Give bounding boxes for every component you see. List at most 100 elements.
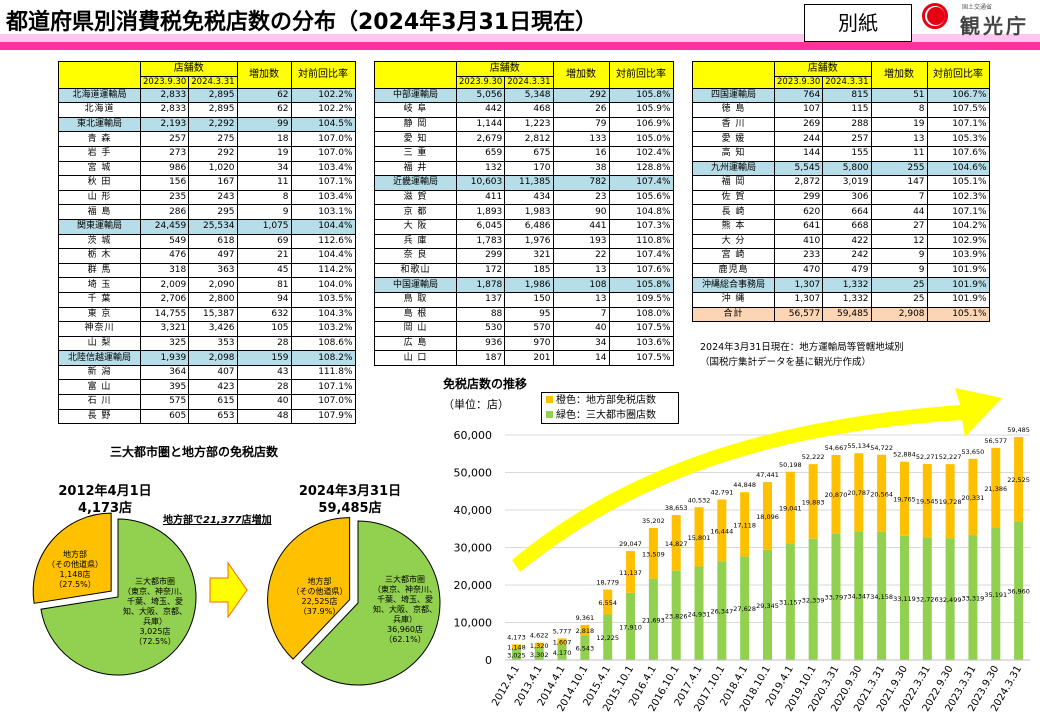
pie-label-line: 兵庫） xyxy=(393,615,417,624)
table-row: 鹿児島 470 479 9 101.9% xyxy=(692,262,990,279)
header-date-b: 2024.3.31 xyxy=(504,75,554,89)
count-2024-3-31: 201 xyxy=(504,350,554,366)
legend-item-regional: 橙色：地方部免税店数 xyxy=(546,393,678,408)
bar-regional xyxy=(580,624,590,636)
increase-count: 159 xyxy=(236,350,292,366)
header-band-light xyxy=(0,34,1040,42)
table-row: 熊 本 641 668 27 104.2% xyxy=(692,218,990,235)
header-date-a: 2023.9.30 xyxy=(139,75,190,89)
table-row: 秋 田 156 167 11 107.1% xyxy=(58,175,356,191)
total-data-label: 35,202 xyxy=(642,517,665,525)
bar-metro xyxy=(831,533,841,660)
total-data-label: 52,884 xyxy=(893,451,916,459)
pie-label-line: 3,025店 xyxy=(139,627,171,636)
metro-data-label: 32,499 xyxy=(939,596,962,604)
total-data-label: 52,227 xyxy=(939,453,962,461)
data-note: 2024年3月31日現在：地方運輸局等管轄地域別 （国税庁集計データを基に観光庁… xyxy=(700,340,904,370)
right-pie-regional-slice xyxy=(267,517,351,660)
bar-regional xyxy=(603,589,613,615)
metro-data-label: 21,693 xyxy=(642,616,665,624)
total-data-label: 52,222 xyxy=(802,453,825,461)
total-data-label: 9,361 xyxy=(576,614,595,622)
left-pie-total: 4,173店 xyxy=(77,501,133,516)
increase-count: 108 xyxy=(552,277,610,293)
count-2024-3-31: 1,986 xyxy=(504,277,554,293)
table-row: 広 島 936 970 34 103.6% xyxy=(374,335,674,352)
orange-swatch-icon xyxy=(546,396,553,403)
y-tick-label: 20,000 xyxy=(454,579,493,592)
logo-ring-icon xyxy=(922,3,948,29)
bar-regional xyxy=(945,464,955,539)
page-title: 都道府県別消費税免税店数の分布（2024年3月31日現在） xyxy=(6,10,598,35)
y-tick-label: 10,000 xyxy=(454,617,493,630)
right-pie-regional-label: 地方部 （その他道県） 22,525店 （37.9%） xyxy=(282,577,357,617)
increase-count: 255 xyxy=(870,160,928,177)
right-pie-date: 2024年3月31日 xyxy=(298,484,402,499)
region-name: 中部運輸局 xyxy=(374,87,457,104)
header-increase: 増加数 xyxy=(870,61,928,89)
table-row: 奈 良 299 321 22 107.4% xyxy=(374,248,674,264)
count-2024-3-31: 815 xyxy=(822,87,872,104)
count-2023-9-30: 2,833 xyxy=(139,87,190,104)
bar-metro xyxy=(922,537,932,660)
bar-regional xyxy=(808,464,818,539)
metro-data-label: 32,726 xyxy=(916,596,939,604)
y-tick-label: 50,000 xyxy=(454,467,493,480)
metro-data-label: 34,158 xyxy=(870,593,893,601)
count-2023-9-30: 411 xyxy=(455,189,506,206)
bar-regional xyxy=(740,492,750,557)
left-pie-date: 2012年4月1日 xyxy=(58,484,152,499)
table-row: 山 形 235 243 8 103.4% xyxy=(58,189,356,206)
chart-legend: 橙色：地方部免税店数 緑色：三大都市圏店数 xyxy=(541,392,679,424)
regional-data-label: 15,801 xyxy=(688,534,711,542)
header-ratio: 対前回比率 xyxy=(290,61,356,89)
region-name: 近畿運輸局 xyxy=(374,175,457,191)
count-2023-9-30: 10,603 xyxy=(455,175,506,191)
pie-label-line: （27.5%） xyxy=(54,580,96,589)
pie-label-line: 36,960店 xyxy=(387,625,423,634)
total-data-label: 4,173 xyxy=(507,633,526,641)
ratio: 106.7% xyxy=(926,87,990,104)
bar-metro xyxy=(717,561,727,660)
total-data-label: 38,653 xyxy=(665,504,688,512)
pie-label-line: 三大都市圏 xyxy=(385,575,425,584)
left-pie-heading: 2012年4月1日 4,173店 xyxy=(45,483,165,517)
bar-regional xyxy=(534,642,544,648)
regional-data-label: 1,148 xyxy=(507,644,526,652)
y-tick-label: 30,000 xyxy=(454,542,493,555)
count-2023-9-30: 1,307 xyxy=(773,277,824,293)
bar-metro xyxy=(557,644,567,660)
note-line-2: （国税庁集計データを基に観光庁作成） xyxy=(700,357,872,368)
header-ratio: 対前回比率 xyxy=(608,61,674,89)
table-row: 佐 賀 299 306 7 102.3% xyxy=(692,189,990,206)
table-row: 福 井 132 170 38 128.8% xyxy=(374,160,674,177)
regional-data-label: 6,554 xyxy=(598,599,617,607)
note-line-1: 2024年3月31日現在：地方運輸局等管轄地域別 xyxy=(700,342,904,353)
metro-data-label: 3,025 xyxy=(507,651,526,659)
bureau-row: 中部運輸局 5,056 5,348 292 105.8% xyxy=(374,87,674,104)
total-data-label: 56,577 xyxy=(984,437,1007,445)
pie-label-line: 知、大阪、京都、 xyxy=(123,607,187,616)
total-data-label: 59,485 xyxy=(1007,426,1030,434)
table-row: 青 森 257 275 18 107.0% xyxy=(58,131,356,147)
count-2023-9-30: 5,056 xyxy=(455,87,506,104)
pie-label-line: （その他道県） xyxy=(47,560,103,569)
table-row: 香 川 269 288 19 107.1% xyxy=(692,116,990,133)
regional-data-label: 18,096 xyxy=(756,513,779,521)
chart-unit: （単位：店） xyxy=(443,398,509,411)
table-row: 愛 媛 244 257 13 105.3% xyxy=(692,131,990,147)
regional-data-label: 20,331 xyxy=(962,494,985,502)
header-ratio: 対前回比率 xyxy=(926,61,990,89)
bureau-row: 東北運輸局 2,193 2,292 99 104.5% xyxy=(58,116,356,133)
regional-data-label: 19,041 xyxy=(779,504,802,512)
pie-label-line: 三大都市圏 xyxy=(135,577,175,586)
header-date-b: 2024.3.31 xyxy=(188,75,238,89)
header-date-b: 2024.3.31 xyxy=(822,75,872,89)
total-data-label: 50,198 xyxy=(779,461,802,469)
store-table-1: 店舗数 増加数 対前回比率 2023.9.30 2024.3.31 北海道運輸局 2,833… xyxy=(58,61,356,425)
count-2024-3-31: 5,348 xyxy=(504,87,554,104)
pie-label-line: （72.5%） xyxy=(134,637,176,646)
table-row: 神奈川 3,321 3,426 105 103.2% xyxy=(58,321,356,337)
total-data-label: 40,532 xyxy=(688,496,711,504)
pie-label-line: 千葉、埼玉、愛 xyxy=(127,597,183,606)
